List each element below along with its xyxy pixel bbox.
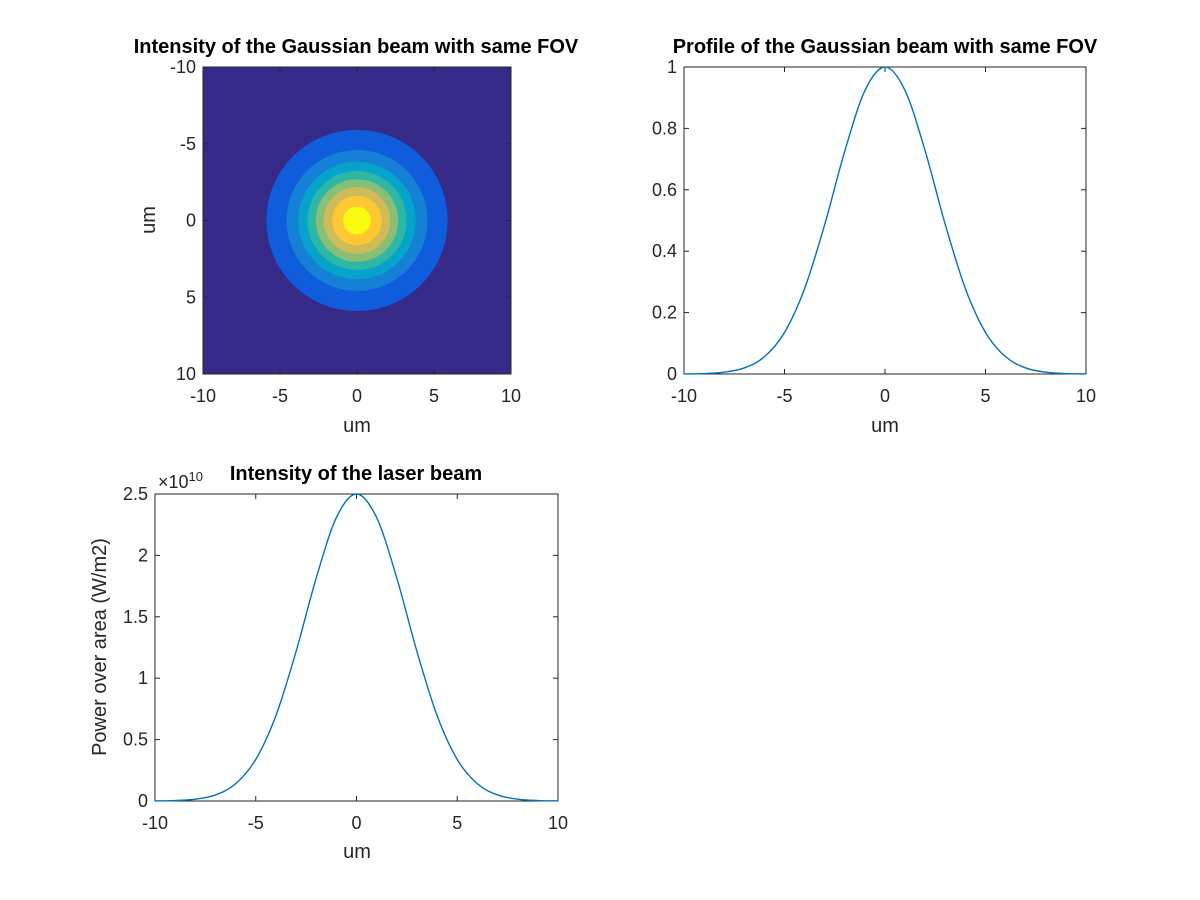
heatmap-ytick-label: 5 (186, 287, 196, 307)
laser-exponent-value: 10 (189, 469, 203, 484)
profile-ytick-label: 0.8 (652, 118, 677, 138)
heatmap-level-8 (343, 206, 371, 235)
heatmap-plot-area (203, 67, 511, 374)
profile-series (683, 66, 1087, 375)
laser-ylabel: Power over area (W/m2) (89, 538, 111, 756)
laser-xtick-label: 10 (548, 813, 568, 833)
laser-xtick-label: 5 (452, 813, 462, 833)
heatmap-ytick-label: 10 (176, 364, 196, 384)
laser-ytick-label: 1.5 (123, 607, 148, 627)
laser-ytick-label: 2 (138, 545, 148, 565)
heatmap-ytick-label: -10 (170, 57, 196, 77)
laser-exponent-prefix: ×10 (158, 472, 189, 492)
laser-ticks: -10 -5 0 5 10 0 0.5 1 1.5 2 2.5 (123, 484, 568, 833)
heatmap-xtick-label: 5 (429, 386, 439, 406)
profile-ticks: -10 -5 0 5 10 0 0.2 0.4 0.6 0.8 1 (652, 57, 1096, 406)
heatmap-ytick-label: 0 (186, 211, 196, 231)
profile-xtick-label: 5 (980, 386, 990, 406)
laser-ytick-label: 0.5 (123, 730, 148, 750)
heatmap-xtick-label: -10 (190, 386, 216, 406)
laser-xtick-label: -5 (248, 813, 264, 833)
profile-ytick-label: 0.4 (652, 241, 677, 261)
laser-panel: Intensity of the laser beam ×1010 -10 -5 0… (89, 463, 568, 863)
profile-ytick-label: 0.2 (652, 303, 677, 323)
laser-title: Intensity of the laser beam (230, 463, 482, 485)
laser-series-line (154, 493, 559, 802)
profile-title: Profile of the Gaussian beam with same F… (673, 36, 1098, 58)
laser-series (154, 493, 559, 802)
laser-exponent-label: ×1010 (158, 469, 203, 492)
heatmap-ylabel: um (138, 206, 160, 234)
heatmap-xtick-label: 0 (352, 386, 362, 406)
laser-xtick-label: 0 (351, 813, 361, 833)
profile-ytick-label: 0.6 (652, 180, 677, 200)
laser-ytick-label: 0 (138, 791, 148, 811)
laser-ytick-label: 1 (138, 668, 148, 688)
profile-ytick-label: 1 (667, 57, 677, 77)
profile-xtick-label: 10 (1076, 386, 1096, 406)
profile-x-axis-text: um (871, 415, 899, 437)
profile-series-line (683, 66, 1087, 375)
profile-xtick-label: 0 (880, 386, 890, 406)
profile-panel: Profile of the Gaussian beam with same F… (652, 36, 1098, 437)
heatmap-xlabel: um (343, 415, 371, 437)
heatmap-ytick-label: -5 (180, 134, 196, 154)
profile-ytick-label: 0 (667, 364, 677, 384)
profile-xtick-label: -5 (776, 386, 792, 406)
heatmap-panel: Intensity of the Gaussian beam with same… (134, 36, 579, 437)
heatmap-xtick-label: 10 (501, 386, 521, 406)
profile-xtick-label: -10 (671, 386, 697, 406)
laser-ytick-label: 2.5 (123, 484, 148, 504)
heatmap-title: Intensity of the Gaussian beam with same… (134, 36, 579, 58)
laser-xlabel: um (343, 841, 371, 863)
laser-xtick-label: -10 (142, 813, 168, 833)
heatmap-xtick-label: -5 (272, 386, 288, 406)
